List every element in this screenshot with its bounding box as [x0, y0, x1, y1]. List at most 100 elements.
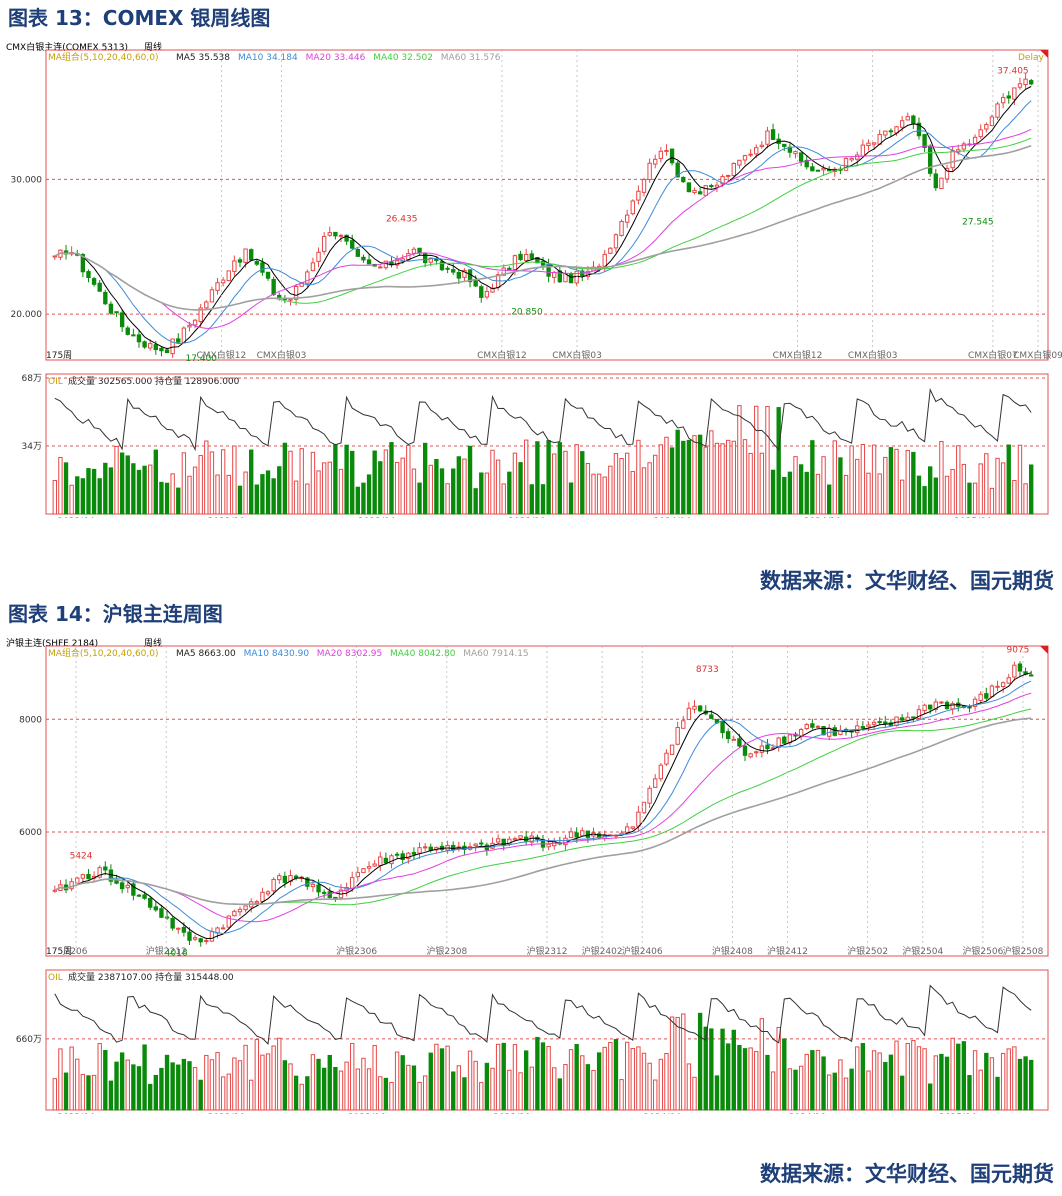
candle-up [204, 301, 209, 309]
volume-bar [798, 464, 804, 515]
candle-down [86, 874, 91, 880]
volume-bar [692, 1076, 697, 1111]
volume-bar [989, 1057, 995, 1111]
candle-up [378, 266, 383, 269]
candle-up [327, 232, 332, 236]
candle-down [131, 334, 136, 337]
volume-bar [80, 478, 86, 515]
candle-up [512, 838, 518, 841]
volume-bar [265, 1053, 271, 1111]
volume-bar [754, 405, 759, 515]
contract-label: 沪银2502 [847, 945, 888, 957]
volume-bar [552, 453, 557, 515]
volume-info: 成交量 302565.000 持仓量 128906.000 [68, 375, 240, 387]
volume-bar [75, 1058, 80, 1111]
candle-up [417, 847, 422, 854]
volume-bar [950, 1037, 955, 1111]
candle-down [737, 738, 742, 747]
volume-bar [961, 1041, 967, 1111]
y-tick-label: 8000 [19, 715, 42, 725]
ma-value-ma40: MA40 32.502 [373, 53, 433, 63]
candle-down [456, 271, 462, 279]
volume-bar [91, 468, 97, 515]
candle-up [630, 200, 635, 215]
candle-up [232, 260, 237, 272]
candle-up [484, 291, 490, 298]
contract-label: 沪银2412 [767, 945, 808, 957]
candle-up [871, 142, 877, 145]
volume-bar [192, 466, 198, 515]
volume-bar [737, 1044, 742, 1111]
vol-tick-label: 34万 [22, 442, 42, 452]
candle-down [804, 159, 809, 168]
volume-bar [742, 1048, 748, 1111]
candle-down [136, 894, 142, 897]
candle-down [333, 231, 338, 237]
volume-bar [989, 487, 995, 515]
volume-bar [299, 448, 304, 515]
volume-bar [507, 1069, 512, 1111]
candle-up [669, 744, 675, 755]
candle-up [372, 863, 377, 867]
candle-up [192, 937, 198, 940]
volume-bar [243, 1044, 248, 1111]
candle-up [176, 927, 181, 930]
volume-bar [596, 473, 602, 515]
volume-bar [748, 1047, 753, 1111]
volume-bar [563, 450, 568, 515]
contract-label: CMX白银12 [773, 349, 823, 361]
candle-down [136, 334, 142, 343]
candle-up [742, 155, 748, 161]
volume-bar [585, 1064, 591, 1111]
volume-bar [512, 452, 518, 515]
candle-up [1000, 96, 1006, 104]
contract-label: 沪银2306 [336, 945, 377, 957]
volume-bar [58, 456, 63, 515]
candle-up [658, 150, 664, 159]
candle-up [75, 877, 80, 884]
volume-bar [798, 1065, 804, 1111]
volume-bar [933, 477, 938, 515]
candle-up [905, 116, 910, 121]
volume-bar [725, 439, 731, 515]
candle-down [119, 882, 125, 890]
candle-down [535, 256, 540, 264]
ma-value-ma40: MA40 8042.80 [390, 649, 456, 659]
candle-down [439, 261, 445, 271]
volume-bar [697, 1012, 703, 1111]
volume-bar [596, 1052, 602, 1111]
volume-bar [293, 1075, 299, 1111]
open-interest-line [54, 387, 1032, 452]
candle-down [265, 271, 271, 279]
volume-bar [956, 1043, 961, 1111]
candle-up [1023, 78, 1028, 86]
volume-bar [153, 449, 158, 515]
candle-down [142, 894, 147, 899]
candle-up [720, 176, 725, 185]
candle-down [394, 853, 400, 856]
volume-bar [956, 445, 961, 515]
volume-bar [114, 1061, 119, 1111]
candle-up [871, 721, 877, 725]
price-annotation: 26.435 [386, 214, 418, 224]
candle-down [720, 721, 725, 734]
candle-up [462, 270, 467, 278]
volume-bar [355, 486, 361, 515]
volume-bar [52, 1078, 57, 1111]
candle-up [209, 289, 215, 303]
candle-up [664, 752, 669, 765]
contract-label: CMX白银03 [848, 349, 898, 361]
volume-bar [523, 439, 529, 515]
volume-bar [843, 474, 849, 515]
candle-up [361, 868, 366, 874]
volume-bar [198, 1079, 203, 1111]
candle-up [80, 874, 86, 879]
candle-down [103, 866, 108, 871]
candle-down [237, 259, 243, 263]
volume-bar [344, 444, 349, 515]
volume-bar [619, 457, 624, 515]
volume-bar [709, 430, 714, 515]
candle-down [254, 260, 260, 265]
contract-label: 沪银2508 [1002, 945, 1043, 957]
candle-up [748, 753, 753, 758]
